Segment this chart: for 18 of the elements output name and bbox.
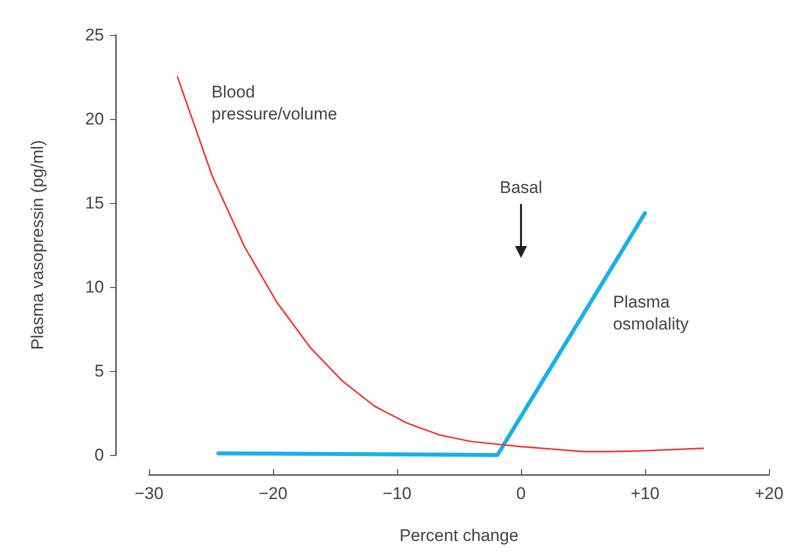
x-tick-label: +10 [630, 484, 660, 503]
x-tick-label: +20 [754, 484, 784, 503]
x-tick-label: 0 [516, 484, 526, 503]
y-tick-label: 10 [85, 278, 104, 296]
annotation: Basal [498, 178, 544, 198]
series-label: Plasma osmolality [613, 292, 690, 334]
y-tick-label: 5 [94, 362, 104, 380]
y-tick-label: 25 [85, 26, 104, 44]
x-tick-label: −20 [258, 484, 288, 503]
x-axis-title: Percent change [399, 526, 519, 545]
x-tick-label: −10 [382, 484, 412, 503]
y-axis-title: Plasma vasopressin (pg/ml) [28, 140, 47, 350]
y-tick-label: 0 [94, 446, 104, 464]
series-label: Blood pressure/volume [212, 82, 338, 124]
y-tick-label: 20 [85, 110, 104, 128]
y-tick-label: 15 [85, 194, 104, 212]
x-tick-label: −30 [134, 484, 164, 503]
line-series [176, 76, 704, 452]
